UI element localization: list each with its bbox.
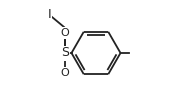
Text: O: O <box>61 68 69 78</box>
Text: S: S <box>61 46 69 59</box>
Text: I: I <box>48 8 51 21</box>
Text: O: O <box>61 28 69 38</box>
